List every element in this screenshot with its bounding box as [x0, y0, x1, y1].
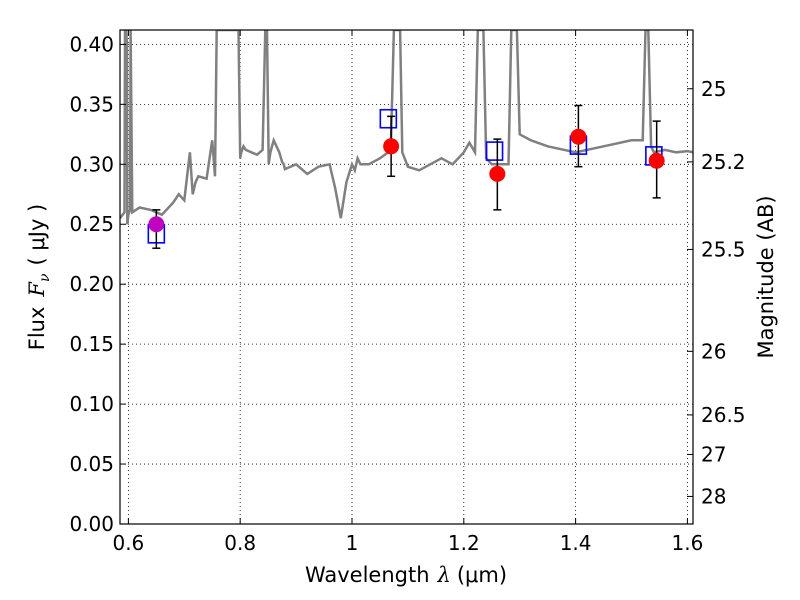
- y-axis-symbol: F: [25, 281, 49, 298]
- plot-area: [120, 30, 693, 225]
- observed-point: [148, 216, 165, 233]
- plot-frame: [119, 29, 694, 525]
- right-axis-title: Magnitude (AB): [754, 195, 778, 358]
- y-tick-label: 0.40: [69, 32, 114, 56]
- y-tick-label: 0.30: [69, 152, 114, 176]
- model-photometry-point: [379, 108, 398, 129]
- x-tick-label: 0.6: [112, 531, 144, 555]
- observed-point: [648, 152, 665, 169]
- right-tick-label: 26: [701, 339, 726, 363]
- right-tick-label: 25: [701, 77, 726, 101]
- y-tick-label: 0.00: [69, 512, 114, 536]
- observed-point-group: [383, 115, 400, 178]
- x-axis-title-text: Wavelength: [305, 563, 430, 587]
- observed-point: [383, 138, 400, 155]
- x-tick-label: 1.4: [560, 531, 592, 555]
- y-axis-title-text: Flux: [25, 307, 49, 351]
- observed-point-group: [648, 120, 665, 199]
- y-tick-label: 0.15: [69, 332, 114, 356]
- observed-point-group: [570, 104, 587, 168]
- y-axis-title: Flux Fν ( μJy ): [25, 204, 53, 350]
- right-tick-label: 25.2: [701, 150, 746, 174]
- right-tick-label: 26.5: [701, 403, 746, 427]
- x-axis-title: Wavelength λ (μm): [305, 563, 507, 587]
- x-axis-unit: (μm): [457, 563, 507, 587]
- x-tick-label: 0.8: [224, 531, 256, 555]
- data-markers: [147, 104, 665, 249]
- x-tick-label: 1: [346, 531, 359, 555]
- y-tick-label: 0.05: [69, 452, 114, 476]
- x-tick-label: 1.6: [672, 531, 704, 555]
- observed-point: [570, 128, 587, 145]
- right-tick-label: 27: [701, 442, 726, 466]
- x-tick-label: 1.2: [448, 531, 480, 555]
- right-tick-label: 25.5: [701, 237, 746, 261]
- model-spectrum-line: [120, 30, 693, 225]
- y-tick-label: 0.10: [69, 392, 114, 416]
- y-tick-label: 0.20: [69, 272, 114, 296]
- y-axis-unit: ( μJy ): [25, 204, 49, 266]
- y-tick-label: 0.25: [69, 212, 114, 236]
- observed-point-group: [489, 138, 506, 211]
- y-axis-subscript: ν: [37, 273, 53, 282]
- observed-point-group: [148, 209, 165, 249]
- grid: [120, 30, 693, 524]
- model-photometry-point: [485, 141, 504, 161]
- y-tick-label: 0.35: [69, 92, 114, 116]
- axis-ticks: 0.6 0.8 1 1.2 1.4 1.6 0.00 0.05 0.10 0.15 0.20 0.25…: [69, 30, 746, 555]
- x-axis-symbol: λ: [437, 563, 451, 587]
- observed-point: [489, 165, 506, 182]
- right-tick-label: 28: [701, 484, 726, 508]
